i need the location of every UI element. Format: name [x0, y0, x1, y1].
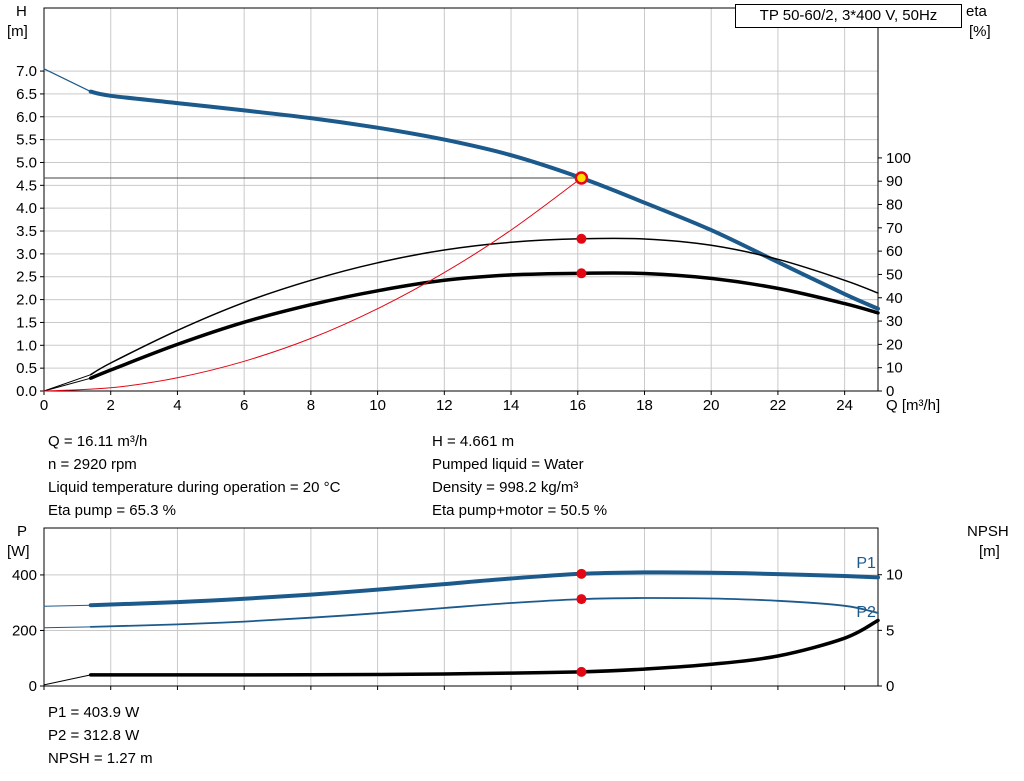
info-eta-pump: Eta pump = 65.3 %	[48, 502, 176, 519]
x-tick-label: 12	[436, 397, 453, 414]
x-tick-label: 20	[703, 397, 720, 414]
duty-info-right-column: H = 4.661 m Pumped liquid = Water Densit…	[432, 430, 607, 522]
info-speed: n = 2920 rpm	[48, 456, 137, 473]
y-right-tick-label: 30	[886, 313, 903, 330]
top-chart-right-axis-name: eta	[966, 3, 987, 20]
y-left-tick-label: 5.0	[16, 154, 37, 171]
curve-p1-extension	[43, 604, 92, 607]
pump-title-box: TP 50-60/2, 3*400 V, 50Hz	[735, 4, 962, 28]
y-left-tick-label: 2.5	[16, 269, 37, 286]
y-right-tick-label: 100	[886, 150, 911, 167]
info-flow: Q = 16.11 m³/h	[48, 433, 148, 450]
pump-title: TP 50-60/2, 3*400 V, 50Hz	[759, 7, 938, 24]
y-right-tick-label: 0	[886, 383, 894, 400]
y-right-tick-label: 0	[886, 678, 894, 695]
bottom-chart-left-axis-unit: [W]	[7, 543, 30, 560]
top-chart-left-axis-name: H	[16, 3, 27, 20]
p1-point	[576, 568, 587, 579]
p2-point	[576, 594, 587, 605]
y-left-tick-label: 3.5	[16, 223, 37, 240]
y-right-tick-label: 40	[886, 290, 903, 307]
x-tick-label: 2	[107, 397, 115, 414]
x-tick-label: 22	[770, 397, 787, 414]
x-tick-label: 10	[369, 397, 386, 414]
y-right-tick-label: 20	[886, 336, 903, 353]
y-left-tick-label: 7.0	[16, 63, 37, 80]
info-density: Density = 998.2 kg/m³	[432, 479, 579, 496]
curve-npsh-extension	[43, 674, 92, 686]
info-p1: P1 = 403.9 W	[48, 704, 140, 721]
x-tick-label: 0	[40, 397, 48, 414]
info-head: H = 4.661 m	[432, 433, 515, 450]
y-right-tick-label: 5	[886, 622, 894, 639]
y-left-tick-label: 0.0	[16, 383, 37, 400]
curve-p1-curve	[88, 570, 880, 608]
plot-border	[43, 7, 879, 392]
y-left-tick-label: 2.0	[16, 292, 37, 309]
npsh-point	[576, 666, 587, 677]
y-left-tick-label: 5.5	[16, 132, 37, 149]
y-left-tick-label: 0	[29, 678, 37, 695]
power-info-column: P1 = 403.9 W P2 = 312.8 W NPSH = 1.27 m	[48, 701, 153, 770]
curve-system-curve	[43, 177, 582, 392]
curve-h-curve-extension	[43, 68, 92, 93]
curve-eta-pump-motor	[88, 271, 880, 380]
info-eta-pump-motor: Eta pump+motor = 50.5 %	[432, 502, 608, 519]
y-left-tick-label: 4.0	[16, 200, 37, 217]
curve-p2-curve	[89, 597, 879, 628]
y-left-tick-label: 1.5	[16, 314, 37, 331]
y-right-tick-label: 90	[886, 173, 903, 190]
y-right-tick-label: 50	[886, 266, 903, 283]
hq-chart[interactable]: 0 2 4 6 8 10 12 14 16 18 20 22 24 Q [m³/h]0.00.51.01.…	[16, 7, 940, 414]
x-tick-label: 16	[569, 397, 586, 414]
x-tick-label: 24	[836, 397, 853, 414]
power-npsh-chart[interactable]: 0 200 400 0 5 10 P1 P2	[12, 527, 903, 695]
y-left-tick-label: 6.0	[16, 109, 37, 126]
y-left-tick-label: 6.5	[16, 86, 37, 103]
curve-eta-pump-extension	[43, 374, 92, 392]
curve-label-P2: P2	[856, 604, 876, 621]
curve-eta-pump	[89, 237, 879, 376]
info-npsh: NPSH = 1.27 m	[48, 750, 153, 767]
y-right-tick-label: 70	[886, 220, 903, 237]
info-p2: P2 = 312.8 W	[48, 727, 140, 744]
bottom-chart-left-axis-name: P	[17, 523, 28, 540]
bottom-chart-right-axis-name: NPSH	[967, 523, 1009, 540]
info-pumped-liquid: Pumped liquid = Water	[432, 456, 584, 473]
eta-pump-motor-point	[576, 268, 587, 279]
top-chart-right-axis-unit: [%]	[969, 23, 991, 40]
duty-info-left-column: Q = 16.11 m³/h n = 2920 rpm Liquid tempe…	[48, 430, 340, 522]
y-left-tick-label: 1.0	[16, 337, 37, 354]
x-tick-label: 18	[636, 397, 653, 414]
y-right-tick-label: 60	[886, 243, 903, 260]
y-left-tick-label: 400	[12, 567, 37, 584]
bottom-chart-right-axis-unit: [m]	[979, 543, 1000, 560]
x-tick-label: 6	[240, 397, 248, 414]
duty-point[interactable]	[574, 171, 589, 185]
x-axis-label: Q [m³/h]	[886, 397, 940, 414]
eta-pump-point	[576, 233, 587, 244]
y-left-tick-label: 3.0	[16, 246, 37, 263]
plot-border	[43, 527, 879, 687]
curve-p2-extension	[43, 626, 92, 629]
info-liquid-temp: Liquid temperature during operation = 20…	[48, 479, 341, 496]
y-right-tick-label: 10	[886, 360, 903, 377]
y-right-tick-label: 10	[886, 567, 903, 584]
y-right-tick-label: 80	[886, 197, 903, 214]
x-tick-label: 14	[503, 397, 520, 414]
x-tick-label: 4	[173, 397, 181, 414]
y-left-tick-label: 0.5	[16, 360, 37, 377]
y-left-tick-label: 200	[12, 622, 37, 639]
x-tick-label: 8	[307, 397, 315, 414]
curve-label-P1: P1	[856, 555, 876, 572]
curve-eta-pump-motor-extension	[43, 377, 92, 392]
curve-npsh-curve	[88, 618, 880, 677]
top-chart-left-axis-unit: [m]	[7, 23, 28, 40]
y-left-tick-label: 4.5	[16, 177, 37, 194]
